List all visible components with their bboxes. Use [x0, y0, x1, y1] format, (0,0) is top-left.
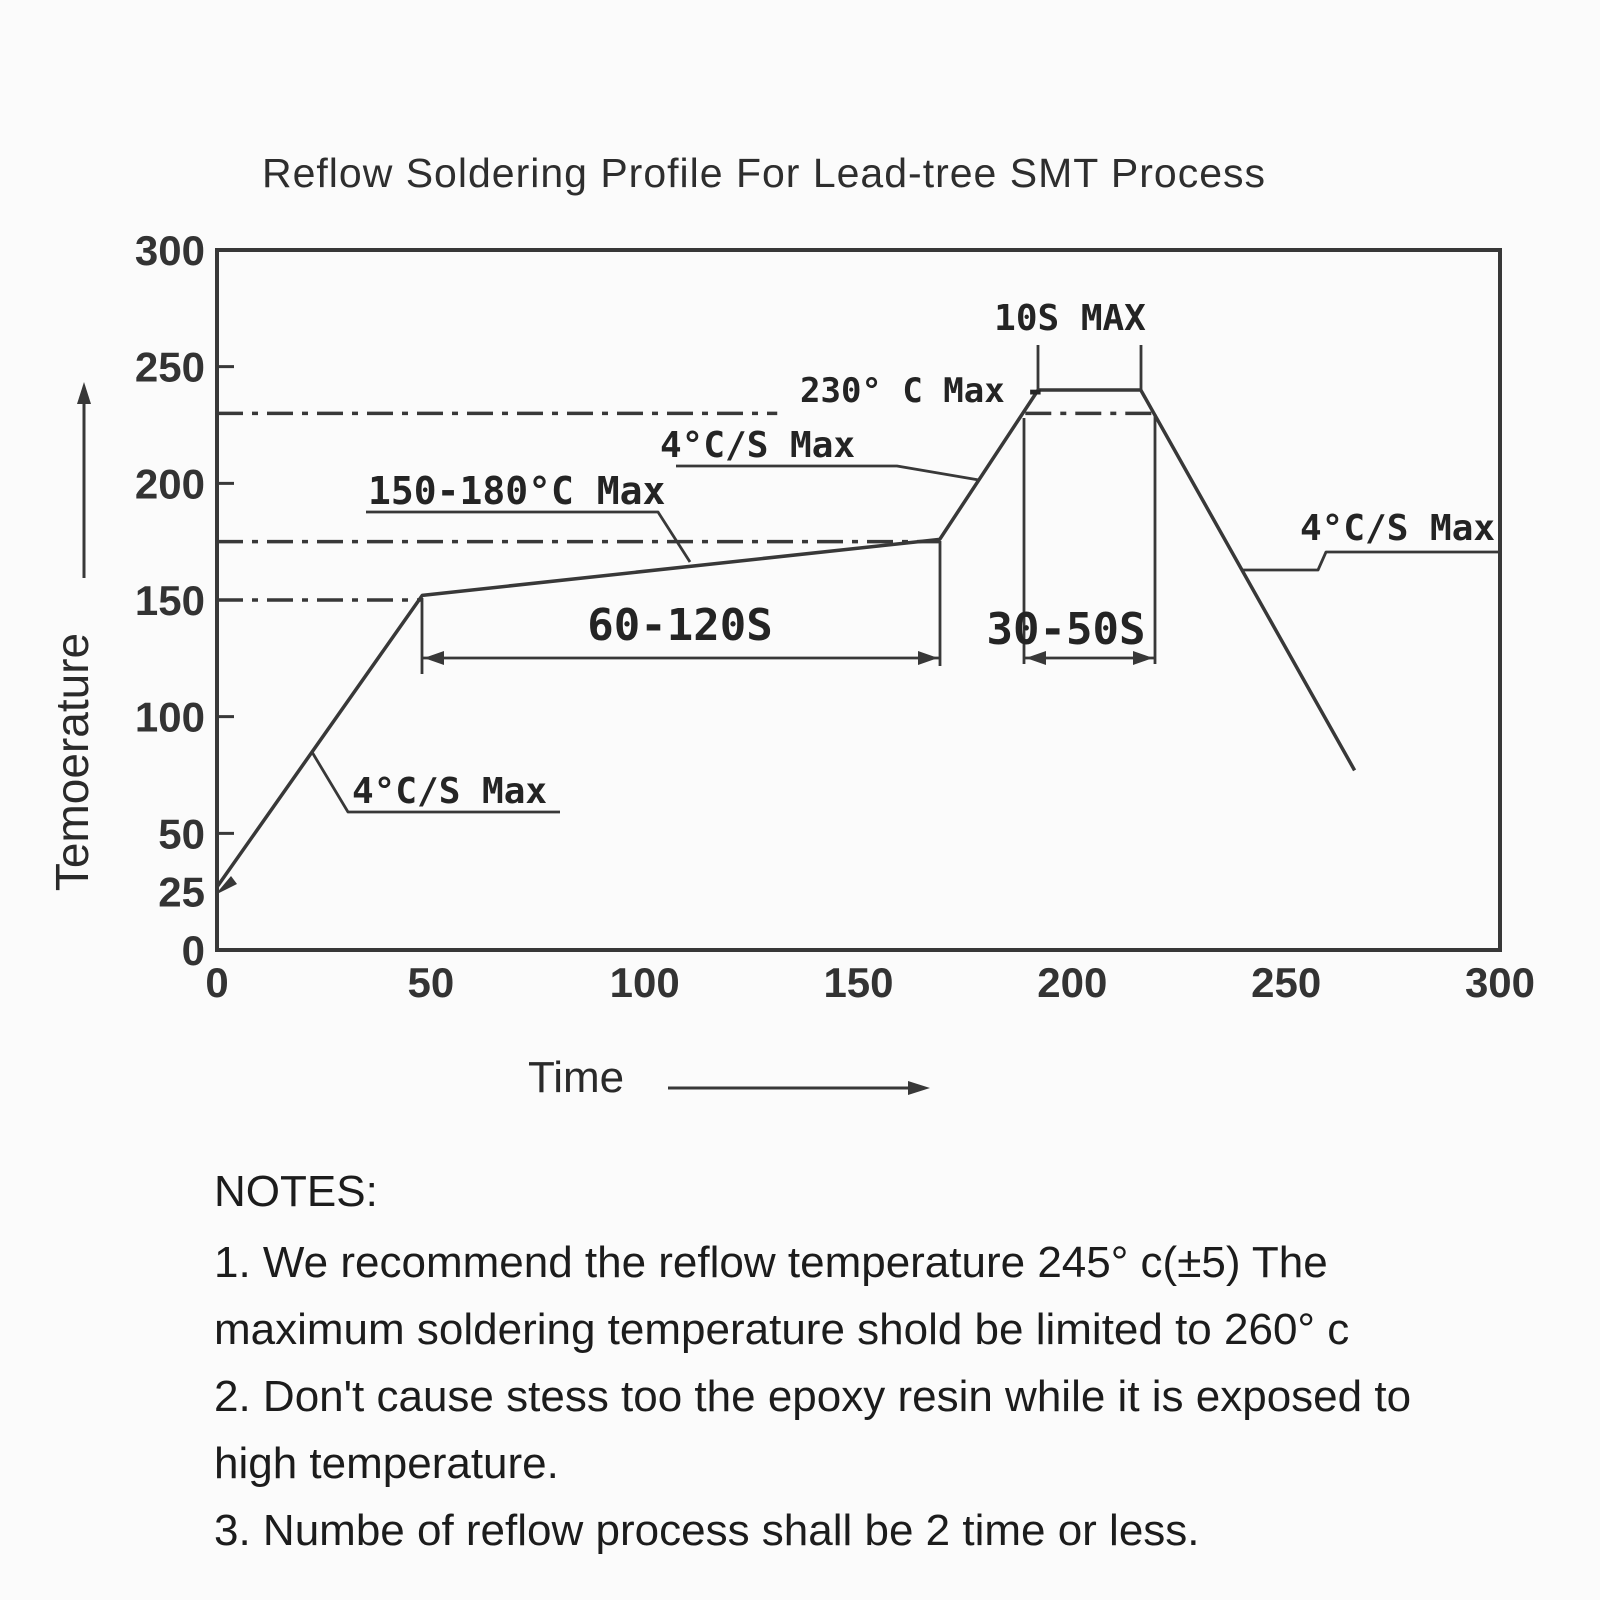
- notes-section: NOTES: 1. We recommend the reflow temper…: [214, 1158, 1411, 1564]
- y-tick-label: 150: [135, 577, 205, 624]
- plot-border: [215, 248, 1502, 952]
- soak-duration-arrow-right: [918, 651, 938, 665]
- ramp-rate-leader: [310, 751, 560, 814]
- x-tick-label: 0: [205, 959, 228, 1006]
- ramp-to-peak-rate-label: 4°C/S Max: [660, 425, 855, 466]
- cooling-rate-leader: [1243, 550, 1500, 572]
- note-line-2: maximum soldering temperature shold be l…: [214, 1305, 1350, 1354]
- soak-temp-range-label: 150-180°C Max: [368, 469, 665, 513]
- ramp-rate-label: 4°C/S Max: [352, 771, 547, 812]
- x-tick-label: 250: [1251, 959, 1321, 1006]
- x-tick-label: 50: [407, 959, 454, 1006]
- y-tick-label: 25: [158, 869, 205, 916]
- soak-temp-range-leader: [366, 510, 692, 563]
- note-line-1: 1. We recommend the reflow temperature 2…: [214, 1238, 1328, 1287]
- peak-duration-arrow-left: [1026, 651, 1046, 665]
- x-tick-label: 300: [1465, 959, 1535, 1006]
- time-above-peak-label: 10S MAX: [994, 298, 1146, 339]
- notes-heading: NOTES:: [214, 1167, 378, 1216]
- x-axis-title: Time: [528, 1053, 624, 1102]
- curve-start-arrow: [215, 876, 237, 895]
- peak-duration-arrow-right: [1133, 651, 1153, 665]
- chart-title: Reflow Soldering Profile For Lead-tree S…: [262, 150, 1267, 196]
- x-tick-label: 200: [1037, 959, 1107, 1006]
- y-tick-label: 0: [182, 927, 205, 974]
- y-tick-label: 250: [135, 344, 205, 391]
- y-tick-label: 300: [135, 227, 205, 274]
- soak-duration-label: 60-120S: [587, 600, 772, 651]
- y-tick-label: 100: [135, 694, 205, 741]
- peak-duration-label: 30-50S: [987, 604, 1146, 655]
- x-tick-label: 100: [610, 959, 680, 1006]
- y-axis-title: Temoerature: [46, 633, 98, 891]
- ramp-to-peak-rate-leader: [676, 464, 980, 482]
- x-axis-arrow-head: [908, 1081, 930, 1095]
- soak-duration-arrow-left: [424, 651, 444, 665]
- cooling-rate-label: 4°C/S Max: [1300, 508, 1495, 549]
- x-tick-label: 150: [823, 959, 893, 1006]
- y-axis-arrow-head: [77, 382, 91, 404]
- note-line-5: 3. Numbe of reflow process shall be 2 ti…: [214, 1506, 1200, 1555]
- note-line-4: high temperature.: [214, 1439, 559, 1488]
- y-tick-label: 200: [135, 460, 205, 507]
- profile-curve: [215, 388, 1357, 889]
- peak-temp-limit-label: 230° C Max -: [800, 371, 1046, 411]
- y-tick-label: 50: [158, 810, 205, 857]
- note-line-3: 2. Don't cause stess too the epoxy resin…: [214, 1372, 1412, 1421]
